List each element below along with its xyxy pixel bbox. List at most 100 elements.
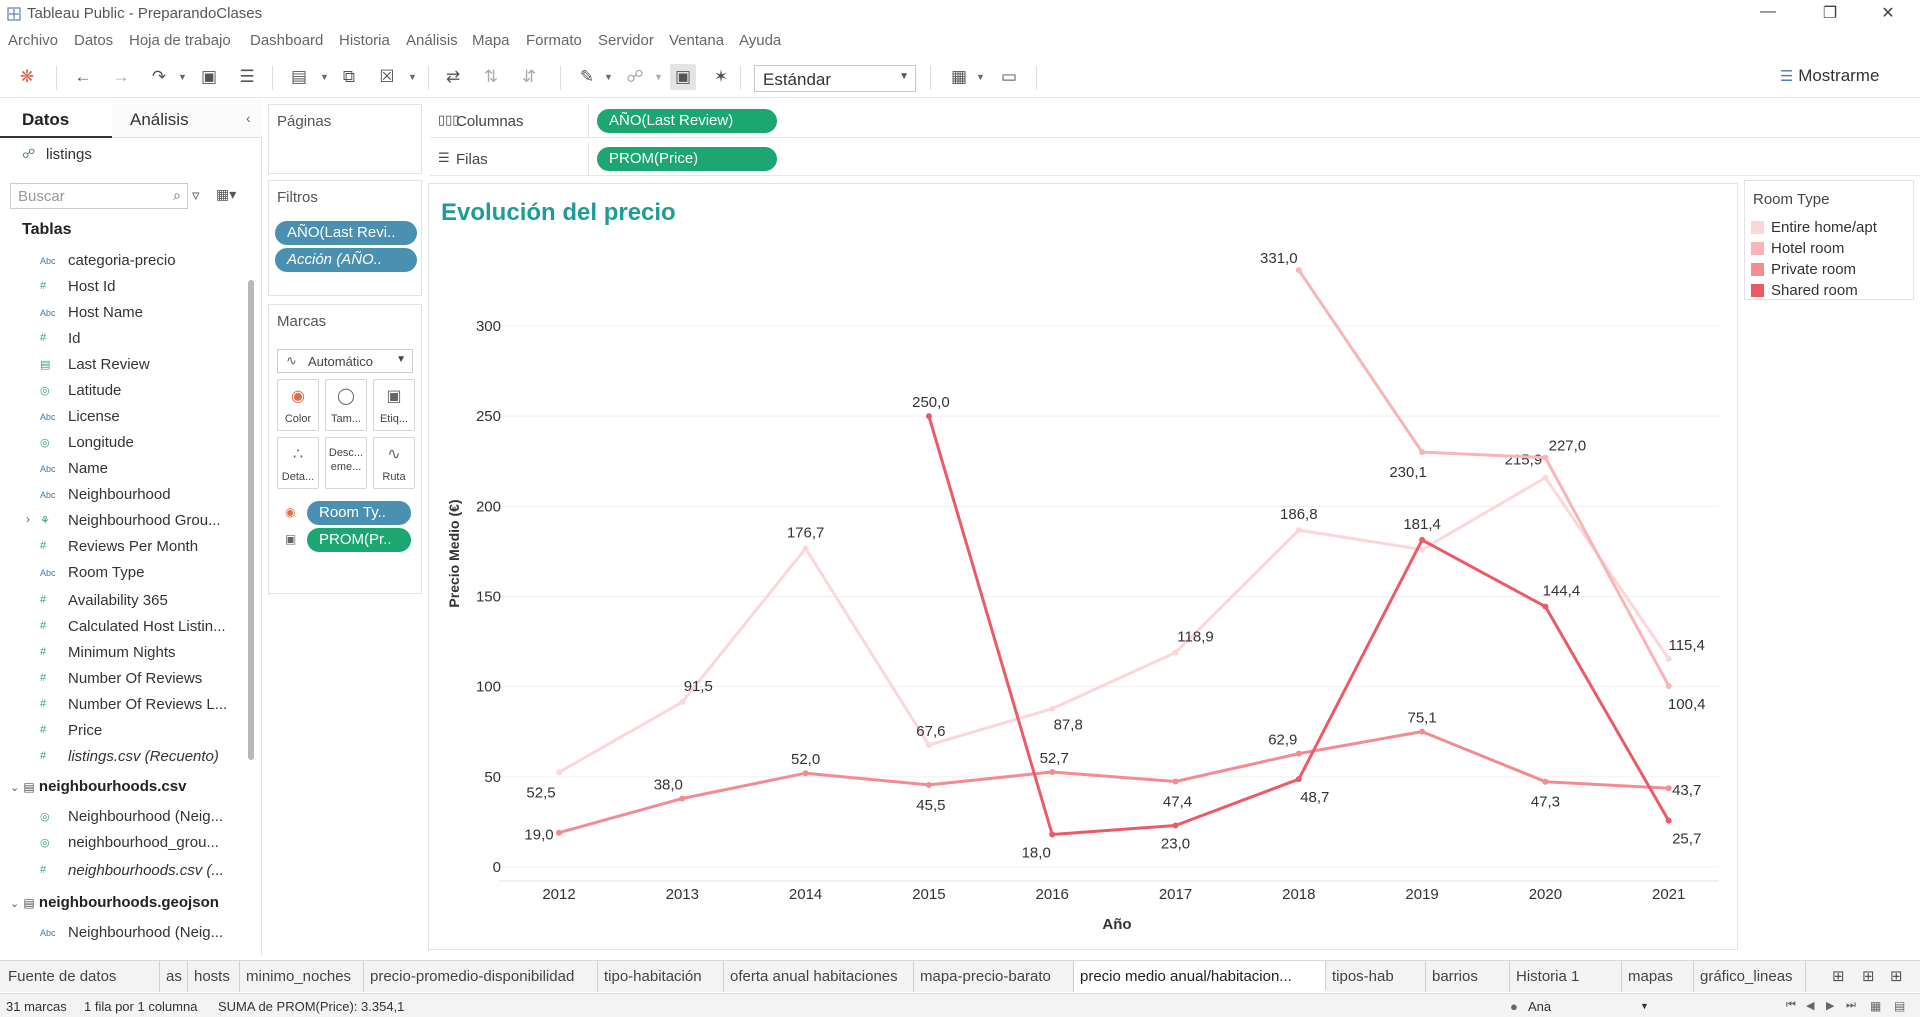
redo-icon[interactable]: →: [112, 67, 130, 86]
data-point[interactable]: [1295, 267, 1302, 274]
data-point[interactable]: [1049, 705, 1056, 712]
data-point[interactable]: [1172, 649, 1179, 656]
field-item[interactable]: # neighbourhoods.csv (...: [0, 858, 240, 884]
columns-shelf[interactable]: ▯▯▯ Columnas AÑO(Last Review): [430, 104, 1920, 138]
sheet-tab[interactable]: oferta anual habitaciones: [724, 961, 914, 992]
scrollbar[interactable]: [248, 280, 254, 760]
data-point[interactable]: [925, 413, 932, 420]
sheet-tab[interactable]: hosts: [188, 961, 240, 992]
new-worksheet-dropdown-icon[interactable]: ▼: [320, 72, 329, 82]
sheet-tab[interactable]: Historia 1: [1510, 961, 1622, 992]
replay-dropdown-icon[interactable]: ▼: [178, 72, 187, 82]
field-item[interactable]: ◎ Longitude: [0, 430, 240, 456]
data-point[interactable]: [925, 742, 932, 749]
data-point[interactable]: [1665, 655, 1672, 662]
table-heading[interactable]: ⌄ ▤ neighbourhoods.geojson: [10, 894, 219, 911]
data-point[interactable]: [1542, 454, 1549, 461]
undo-icon[interactable]: ←: [74, 67, 92, 86]
menu-ayuda[interactable]: Ayuda: [739, 32, 782, 49]
prev-sheet-icon[interactable]: ◀: [1806, 1000, 1815, 1012]
sort-descending-icon[interactable]: ⇵: [521, 67, 537, 86]
field-item[interactable]: Abc Room Type: [0, 560, 240, 586]
data-point[interactable]: [556, 769, 562, 776]
data-point[interactable]: [1295, 750, 1302, 757]
minimize-icon[interactable]: —: [1760, 3, 1776, 20]
field-item[interactable]: Abc categoria-precio: [0, 248, 240, 274]
room-type-pill[interactable]: Room Ty..: [307, 501, 411, 525]
sort-ascending-icon[interactable]: ⇅: [483, 67, 499, 86]
menu-formato[interactable]: Formato: [526, 32, 582, 49]
pin-axes-icon[interactable]: ✶: [713, 67, 729, 86]
label-button[interactable]: ▣ Etiq...: [373, 379, 415, 431]
data-point[interactable]: [1419, 728, 1426, 735]
filter-pill-year[interactable]: AÑO(Last Revi..: [275, 221, 417, 245]
last-sheet-icon[interactable]: ⏭: [1846, 999, 1856, 1011]
data-point[interactable]: [679, 698, 686, 705]
field-item[interactable]: # Host Id: [0, 274, 240, 300]
new-sheet-tab-icon[interactable]: ⊞: [1862, 968, 1875, 985]
color-legend[interactable]: Room Type Entire home/apt Hotel room Pri…: [1744, 180, 1914, 300]
user-name[interactable]: Ana: [1528, 999, 1552, 1014]
data-point[interactable]: [1542, 778, 1549, 785]
view-options-icon[interactable]: ▦▾: [216, 186, 237, 202]
field-item[interactable]: # Availability 365: [0, 588, 240, 614]
sheet-tab[interactable]: as: [160, 961, 188, 992]
menu-servidor[interactable]: Servidor: [598, 32, 654, 49]
filmstrip-view-icon[interactable]: ▤: [1894, 999, 1906, 1013]
field-item[interactable]: ◎ neighbourhood_grou...: [0, 830, 240, 856]
rows-pill[interactable]: PROM(Price): [597, 147, 777, 171]
sheet-tab[interactable]: mapas: [1622, 961, 1694, 992]
field-item[interactable]: # Minimum Nights: [0, 640, 240, 666]
sheet-tab[interactable]: barrios: [1426, 961, 1510, 992]
sheet-tab[interactable]: gráfico_lineas: [1694, 961, 1806, 992]
sheet-tab[interactable]: Fuente de datos: [2, 961, 160, 992]
data-point[interactable]: [1419, 536, 1426, 543]
menu-mapa[interactable]: Mapa: [472, 32, 510, 49]
data-point[interactable]: [1665, 785, 1672, 792]
expand-icon[interactable]: ›: [26, 512, 30, 526]
legend-item[interactable]: Hotel room: [1751, 239, 1911, 259]
color-button[interactable]: ◉ Color: [277, 379, 319, 431]
columns-pill[interactable]: AÑO(Last Review): [597, 109, 777, 133]
sheet-tab[interactable]: mapa-precio-barato: [914, 961, 1074, 992]
group-dropdown-icon[interactable]: ▼: [654, 72, 663, 82]
field-item[interactable]: ◎ Latitude: [0, 378, 240, 404]
filter-pill-action[interactable]: Acción (AÑO..: [275, 248, 417, 272]
menu-historia[interactable]: Historia: [339, 32, 390, 49]
avg-price-label-pill[interactable]: PROM(Pr..: [307, 528, 411, 552]
data-point[interactable]: [1295, 776, 1302, 783]
new-worksheet-icon[interactable]: ▤: [290, 67, 308, 86]
data-point[interactable]: [802, 770, 809, 777]
field-item[interactable]: # Reviews Per Month: [0, 534, 240, 560]
data-point[interactable]: [1665, 682, 1672, 689]
duplicate-sheet-icon[interactable]: ⧉: [342, 67, 356, 86]
path-button[interactable]: ∿ Ruta: [373, 437, 415, 489]
field-item[interactable]: Abc Neighbourhood: [0, 482, 240, 508]
detail-button[interactable]: ∴ Deta...: [277, 437, 319, 489]
line-chart[interactable]: Evolución del precio 0 50 100 150 200 250 300 20…: [429, 184, 1739, 951]
menu-archivo[interactable]: Archivo: [8, 32, 59, 49]
data-point[interactable]: [1295, 527, 1302, 534]
series-line[interactable]: [558, 730, 1669, 835]
data-point[interactable]: [1049, 831, 1056, 838]
pages-card[interactable]: Páginas: [268, 104, 422, 174]
filters-card[interactable]: Filtros AÑO(Last Revi.. Acción (AÑO..: [268, 180, 422, 296]
data-point[interactable]: [1419, 546, 1426, 553]
data-point[interactable]: [925, 781, 932, 788]
search-input[interactable]: Buscar ⌕: [10, 183, 188, 209]
filter-icon[interactable]: ▿: [192, 187, 200, 204]
new-dashboard-tab-icon[interactable]: ⊞: [1890, 968, 1903, 985]
data-point[interactable]: [1542, 474, 1549, 481]
highlight-dropdown-icon[interactable]: ▼: [604, 72, 613, 82]
series-line[interactable]: [558, 476, 1670, 774]
restore-icon[interactable]: ❐: [1822, 5, 1838, 22]
save-icon[interactable]: ▣: [200, 67, 218, 86]
tab-datos[interactable]: Datos: [0, 100, 112, 138]
tooltip-button[interactable]: Desc... eme...: [325, 437, 367, 489]
collapse-icon[interactable]: ⌄: [10, 898, 20, 910]
field-item[interactable]: ◎ Neighbourhood (Neig...: [0, 804, 240, 830]
show-cards-dropdown-icon[interactable]: ▼: [976, 72, 985, 82]
data-point[interactable]: [556, 829, 562, 836]
data-point[interactable]: [1172, 778, 1179, 785]
highlight-icon[interactable]: ✎: [579, 67, 595, 86]
